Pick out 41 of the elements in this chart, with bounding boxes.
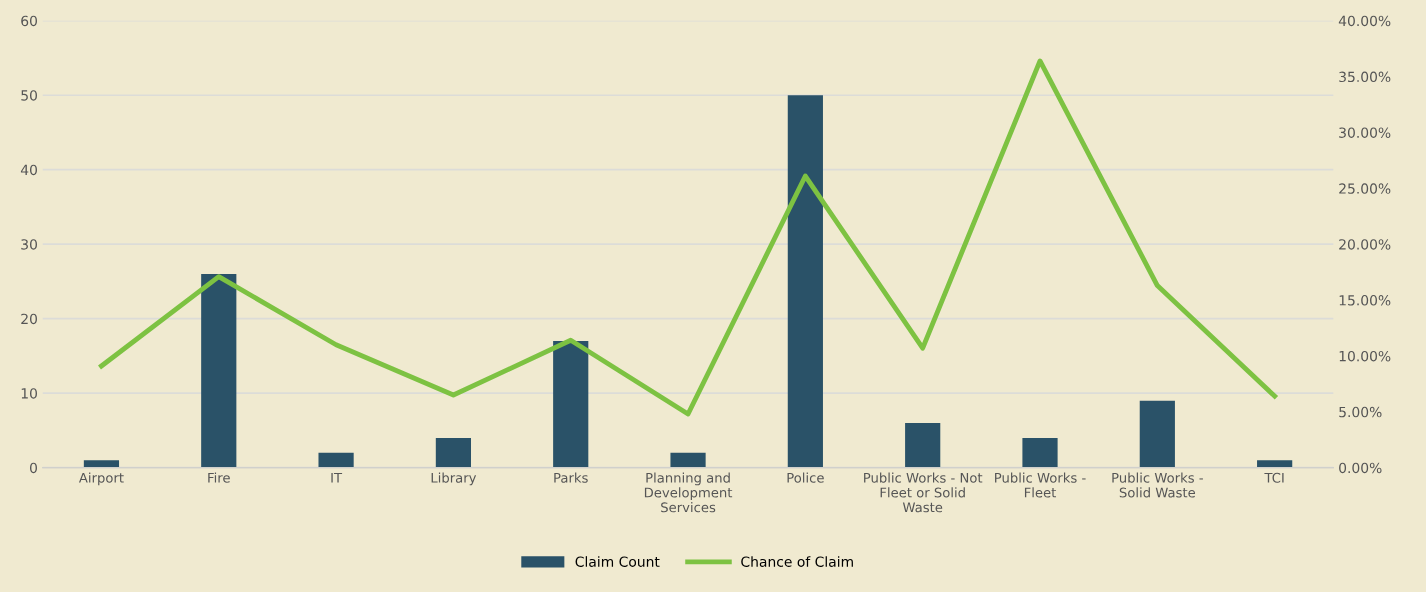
x-tick-label: Airport — [78, 472, 124, 486]
x-tick-label: Library — [431, 472, 477, 486]
y-tick-label: 30 — [21, 239, 37, 250]
bar — [83, 460, 120, 468]
y2-tick-label: 15.00% — [1339, 295, 1391, 306]
y2-tick-label: 10.00% — [1339, 350, 1391, 362]
y2-tick-label: 0.00% — [1339, 462, 1382, 474]
bar — [1022, 437, 1058, 468]
y-tick-label: 40 — [20, 164, 37, 176]
x-tick-label: Fire — [208, 472, 230, 483]
bar — [201, 274, 237, 468]
bar — [905, 422, 941, 468]
x-tick-label: Public Works - Fleet — [995, 472, 1086, 498]
y-tick-label: 50 — [21, 90, 37, 101]
bar — [435, 437, 471, 468]
bar — [553, 341, 589, 468]
x-tick-label: IT — [331, 472, 343, 483]
x-tick-label: Planning and Development Services — [644, 472, 733, 513]
y-tick-label: 0 — [30, 462, 37, 474]
bar — [1139, 400, 1175, 468]
y2-tick-label: 30.00% — [1339, 127, 1391, 138]
x-tick-label: Public Works - Solid Waste — [1112, 472, 1203, 498]
x-tick-label: Police — [787, 472, 824, 483]
y2-tick-label: 5.00% — [1339, 406, 1382, 418]
bar — [318, 452, 354, 468]
x-tick-label: TCI — [1264, 472, 1284, 483]
y2-tick-label: 25.00% — [1339, 183, 1391, 194]
bar — [787, 95, 823, 468]
legend-label: Chance of Claim — [741, 556, 853, 567]
bar — [670, 452, 706, 468]
bar — [1257, 460, 1293, 468]
y-tick-label: 10 — [21, 388, 37, 399]
y2-tick-label: 40.00% — [1338, 15, 1391, 27]
x-tick-label: Parks — [554, 472, 588, 483]
y-tick-label: 60 — [21, 15, 37, 27]
y2-tick-label: 20.00% — [1339, 239, 1391, 250]
y-tick-label: 20 — [21, 313, 37, 325]
line-series — [99, 58, 1278, 417]
x-tick-label: Public Works - Not Fleet or Solid Waste — [864, 472, 983, 513]
legend-label: Claim Count — [575, 556, 660, 567]
y2-tick-label: 35.00% — [1339, 71, 1391, 83]
